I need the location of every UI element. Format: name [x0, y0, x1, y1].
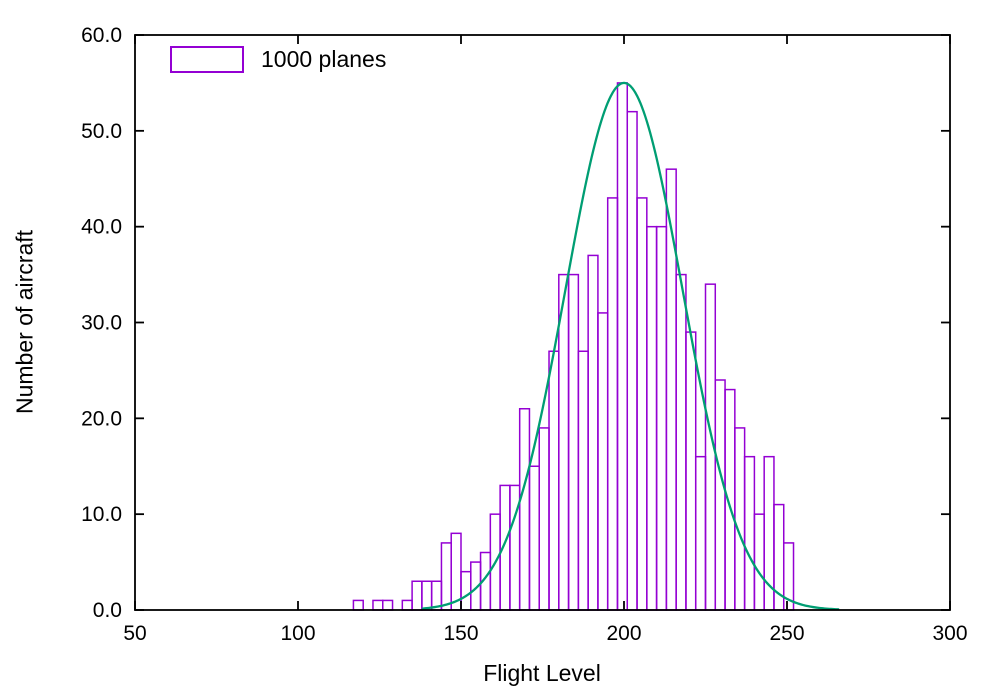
y-tick-label: 20.0	[81, 407, 122, 430]
x-tick-label: 250	[769, 622, 804, 645]
histogram-bar	[724, 388, 736, 611]
x-axis-label: Flight Level	[483, 660, 601, 686]
x-tick-label: 100	[280, 622, 315, 645]
histogram-bar	[528, 465, 540, 611]
histogram-bar	[577, 350, 589, 611]
histogram-bar	[606, 197, 619, 611]
y-axis-label: Number of aircraft	[11, 229, 38, 415]
histogram-bar	[685, 331, 697, 611]
histogram-bar	[694, 455, 707, 611]
histogram-bar	[460, 570, 472, 611]
legend-label: 1000 planes	[261, 46, 387, 72]
tick-labels: 50 100 150 200 250 300 0.0 10.0 20.0 30.0 40.0 50.0…	[81, 24, 967, 645]
x-tick-label: 50	[123, 622, 146, 645]
x-tick-label: 200	[606, 622, 641, 645]
histogram-bar	[597, 312, 609, 611]
histogram-bar	[440, 542, 452, 611]
histogram-bar	[714, 379, 726, 611]
histogram-bar	[646, 225, 658, 611]
histogram-bar	[411, 580, 423, 611]
y-tick-label: 40.0	[81, 216, 122, 239]
histogram-bar	[538, 427, 550, 611]
histogram-bar	[518, 408, 531, 611]
histogram-bar	[675, 273, 687, 611]
histogram-bars	[352, 82, 795, 611]
histogram-bar	[743, 455, 756, 611]
histogram-bar	[382, 599, 394, 611]
histogram-bar	[587, 254, 599, 611]
axis-ticks	[134, 34, 951, 611]
histogram-bar	[734, 427, 746, 611]
histogram-bar	[421, 580, 433, 611]
histogram-bar	[352, 599, 364, 611]
x-tick-label: 150	[443, 622, 478, 645]
y-tick-label: 50.0	[81, 120, 122, 143]
y-tick-label: 30.0	[81, 312, 122, 335]
histogram-bar	[372, 599, 384, 611]
legend: 1000 planes	[170, 46, 386, 73]
histogram-bar	[567, 273, 580, 611]
histogram-bar	[665, 168, 677, 611]
gaussian-curve	[421, 81, 840, 611]
histogram-bar	[401, 599, 413, 611]
y-tick-label: 10.0	[81, 503, 122, 526]
x-tick-label: 300	[932, 622, 967, 645]
y-tick-label: 60.0	[81, 24, 122, 47]
histogram-bar	[655, 225, 668, 611]
histogram-bar	[616, 82, 629, 611]
histogram-bar	[636, 197, 648, 611]
histogram-bar	[558, 273, 570, 611]
y-tick-label: 0.0	[93, 599, 122, 622]
plot-border	[134, 34, 951, 611]
histogram-bar	[548, 350, 560, 611]
histogram-bar	[753, 513, 765, 611]
legend-sample-box	[170, 46, 244, 73]
histogram-bar	[626, 110, 638, 611]
